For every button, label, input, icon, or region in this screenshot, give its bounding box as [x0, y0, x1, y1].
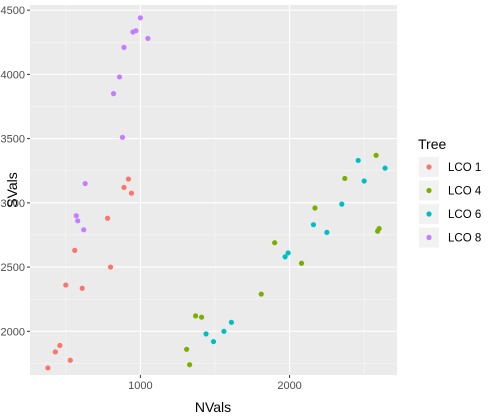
point-lco-1 [72, 247, 78, 253]
point-lco-8 [116, 74, 123, 80]
point-lco-1 [128, 190, 135, 196]
point-lco-4 [312, 205, 318, 211]
point-lco-1 [67, 357, 73, 363]
point-lco-8 [145, 35, 151, 42]
point-lco-6 [228, 319, 235, 325]
plot-panel [30, 5, 397, 375]
y-tick-label: 2500 [1, 262, 25, 274]
point-lco-6 [210, 338, 217, 345]
point-lco-6 [285, 250, 291, 256]
point-lco-1 [107, 264, 114, 270]
point-lco-8 [110, 91, 117, 97]
point-lco-6 [324, 229, 330, 235]
minor-gridlines [30, 5, 397, 375]
point-lco-8 [73, 213, 79, 219]
point-lco-6 [361, 178, 367, 184]
point-lco-4 [376, 225, 382, 232]
point-lco-6 [221, 328, 227, 334]
legend-dot-lco-6 [426, 211, 432, 217]
point-lco-1 [121, 184, 127, 191]
point-lco-4 [298, 260, 305, 266]
x-tick-label: 2000 [277, 380, 301, 392]
point-lco-4 [184, 346, 190, 352]
point-lco-4 [258, 291, 264, 297]
point-lco-4 [272, 240, 278, 246]
point-lco-6 [203, 331, 209, 337]
point-lco-8 [75, 218, 81, 224]
point-lco-8 [119, 134, 126, 140]
tick-labels: 1000 2000 2000 2500 3000 3500 4000 4500 [1, 5, 302, 392]
point-lco-1 [79, 285, 85, 291]
legend-dot-lco-8 [426, 234, 432, 241]
point-lco-6 [355, 157, 361, 164]
point-lco-4 [187, 362, 193, 368]
point-lco-8 [137, 15, 143, 21]
point-lco-1 [63, 282, 69, 288]
point-lco-6 [382, 165, 388, 171]
y-tick-label: 3000 [1, 198, 25, 210]
legend-dot-lco-1 [426, 164, 432, 170]
point-lco-6 [339, 201, 345, 207]
point-lco-4 [373, 152, 379, 158]
point-lco-4 [342, 175, 348, 182]
legend-label-lco-1: LCO 1 [448, 162, 481, 174]
x-tick-label: 1000 [128, 380, 152, 392]
point-lco-8 [121, 44, 127, 50]
point-lco-1 [52, 349, 58, 355]
y-axis-title: SVals [4, 172, 20, 208]
point-lco-1 [57, 342, 63, 349]
legend-dot-lco-4 [426, 187, 432, 194]
point-lco-4 [192, 313, 199, 319]
axis-ticks [27, 9, 291, 378]
point-lco-4 [198, 314, 205, 320]
legend-label-lco-6: LCO 6 [448, 209, 481, 221]
point-lco-8 [81, 227, 87, 233]
y-tick-label: 2000 [1, 326, 25, 338]
point-lco-6 [282, 254, 288, 260]
point-lco-1 [104, 215, 111, 221]
point-lco-6 [310, 222, 317, 228]
point-lco-8 [133, 28, 139, 34]
point-lco-1 [125, 176, 132, 182]
legend-label-lco-8: LCO 8 [448, 233, 481, 245]
major-gridlines [30, 5, 397, 375]
y-tick-label: 4500 [1, 5, 25, 17]
point-lco-1 [45, 365, 51, 371]
point-lco-8 [82, 180, 88, 187]
legend-title: Tree [418, 136, 446, 152]
x-axis-title: NVals [195, 399, 231, 415]
legend-label-lco-4: LCO 4 [448, 186, 482, 198]
y-tick-label: 4000 [1, 69, 25, 81]
y-tick-label: 3500 [1, 134, 25, 146]
legend: Tree LCO 1 LCO 4 LCO 6 LCO 8 [418, 136, 482, 248]
data-points [45, 15, 388, 371]
